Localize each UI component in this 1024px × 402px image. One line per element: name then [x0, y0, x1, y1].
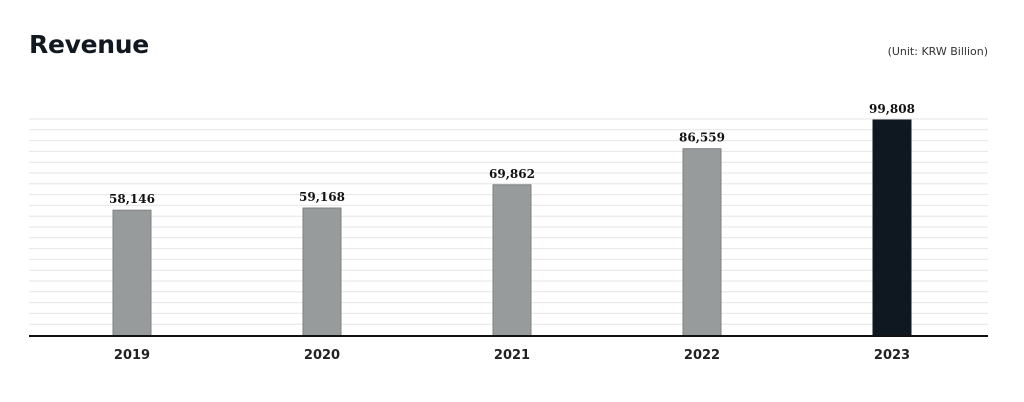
- grid-lines: [29, 118, 988, 325]
- bar-2020: [302, 207, 342, 337]
- bar-2019: [112, 209, 152, 337]
- x-tick-2023: 2023: [874, 348, 910, 363]
- bars: [112, 119, 912, 337]
- bar-2023: [872, 119, 912, 337]
- x-tick-2020: 2020: [304, 348, 340, 363]
- value-label-2023: 99,808: [869, 102, 915, 116]
- x-tick-2021: 2021: [494, 348, 530, 363]
- bar-2022: [682, 148, 722, 337]
- value-label-2019: 58,146: [109, 192, 155, 206]
- value-label-2022: 86,559: [679, 131, 725, 145]
- x-tick-labels: 2019 2020 2021 2022 2023: [114, 348, 910, 363]
- unit-label: (Unit: KRW Billion): [887, 45, 988, 58]
- chart-title: Revenue: [29, 30, 149, 59]
- x-tick-2022: 2022: [684, 348, 720, 363]
- x-tick-2019: 2019: [114, 348, 150, 363]
- value-label-2021: 69,862: [489, 167, 535, 181]
- bar-2021: [492, 184, 532, 337]
- value-labels: 58,146 59,168 69,862 86,559 99,808: [109, 102, 915, 206]
- value-label-2020: 59,168: [299, 190, 345, 204]
